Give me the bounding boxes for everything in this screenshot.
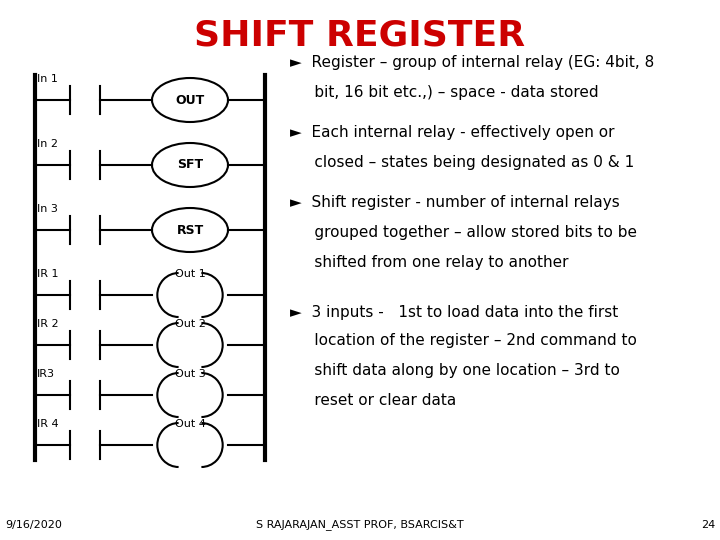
Text: Out 1: Out 1 (175, 269, 205, 279)
Text: Out 2: Out 2 (174, 319, 205, 329)
Text: IR 2: IR 2 (37, 319, 58, 329)
Text: shifted from one relay to another: shifted from one relay to another (290, 255, 569, 270)
Text: reset or clear data: reset or clear data (290, 393, 456, 408)
Text: Out 3: Out 3 (175, 369, 205, 379)
Text: bit, 16 bit etc.,) – space - data stored: bit, 16 bit etc.,) – space - data stored (290, 85, 598, 100)
Text: ►  3 inputs -   1st to load data into the first: ► 3 inputs - 1st to load data into the f… (290, 305, 618, 320)
Text: RST: RST (176, 224, 204, 237)
Text: IR 1: IR 1 (37, 269, 58, 279)
Text: SFT: SFT (177, 159, 203, 172)
Text: IR3: IR3 (37, 369, 55, 379)
Text: 24: 24 (701, 520, 715, 530)
Text: shift data along by one location – 3rd to: shift data along by one location – 3rd t… (290, 363, 620, 378)
Text: In 2: In 2 (37, 139, 58, 149)
Text: S RAJARAJAN_ASST PROF, BSARCIS&T: S RAJARAJAN_ASST PROF, BSARCIS&T (256, 519, 464, 530)
Text: ►  Each internal relay - effectively open or: ► Each internal relay - effectively open… (290, 125, 614, 140)
Text: 9/16/2020: 9/16/2020 (5, 520, 62, 530)
Text: grouped together – allow stored bits to be: grouped together – allow stored bits to … (290, 225, 637, 240)
Text: IR 4: IR 4 (37, 419, 58, 429)
Text: ►  Register – group of internal relay (EG: 4bit, 8: ► Register – group of internal relay (EG… (290, 55, 654, 70)
Text: closed – states being designated as 0 & 1: closed – states being designated as 0 & … (290, 155, 634, 170)
Text: SHIFT REGISTER: SHIFT REGISTER (194, 18, 526, 52)
Text: In 3: In 3 (37, 204, 58, 214)
Text: Out 4: Out 4 (174, 419, 205, 429)
Text: In 1: In 1 (37, 74, 58, 84)
Text: ►  Shift register - number of internal relays: ► Shift register - number of internal re… (290, 195, 620, 210)
Text: OUT: OUT (176, 93, 204, 106)
Text: location of the register – 2nd command to: location of the register – 2nd command t… (290, 333, 637, 348)
